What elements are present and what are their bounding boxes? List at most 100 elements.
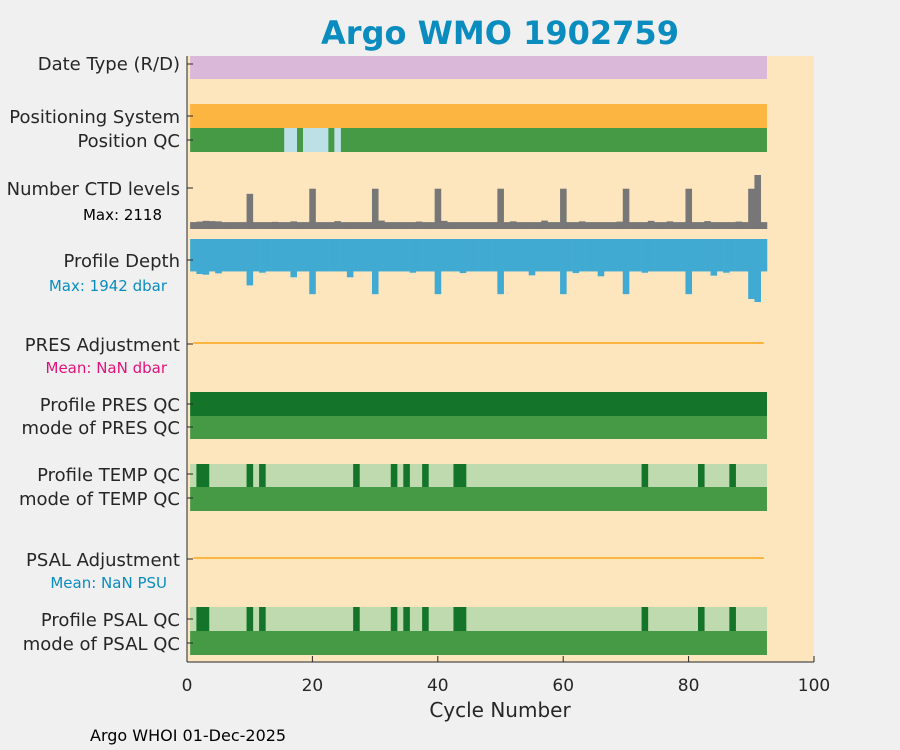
depth-bar-14 bbox=[271, 239, 279, 272]
plot-area bbox=[187, 56, 814, 662]
depth-bar-2 bbox=[196, 239, 203, 275]
x-ticks bbox=[186, 656, 815, 662]
label-psal-mean: Mean: NaN PSU bbox=[50, 574, 167, 592]
ctd-bar-4 bbox=[208, 221, 216, 229]
ctd-bar-60 bbox=[560, 188, 567, 229]
depth-bar-65 bbox=[591, 239, 598, 272]
ctd-bar-52 bbox=[509, 221, 517, 229]
label-profile-temp-qc: Profile TEMP QC bbox=[37, 465, 180, 486]
depth-bar-36 bbox=[409, 239, 417, 273]
depth-bar-28 bbox=[359, 239, 366, 272]
depth-bar-25 bbox=[340, 239, 348, 272]
mode-pres-qc-band bbox=[190, 416, 767, 439]
ctd-bar-28 bbox=[359, 222, 366, 229]
ctd-bar-43 bbox=[453, 222, 461, 229]
depth-bar-75 bbox=[654, 239, 661, 272]
depth-bar-84 bbox=[710, 239, 718, 276]
position-qc-missing-16 bbox=[284, 128, 291, 152]
depth-bar-51 bbox=[503, 239, 511, 272]
label-depth-max: Max: 1942 dbar bbox=[49, 277, 168, 295]
ctd-bar-48 bbox=[484, 222, 492, 229]
depth-bar-83 bbox=[704, 239, 711, 272]
profile-psal-qc-flag-12 bbox=[259, 607, 266, 631]
depth-bar-69 bbox=[616, 239, 624, 272]
x-tick-label-0: 0 bbox=[182, 676, 193, 696]
profile-psal-qc-band bbox=[190, 607, 767, 631]
profile-temp-qc-flag-43 bbox=[453, 464, 461, 487]
depth-bar-72 bbox=[635, 239, 642, 272]
ctd-bar-32 bbox=[384, 222, 392, 229]
ctd-bar-68 bbox=[610, 222, 617, 229]
ctd-bar-37 bbox=[415, 221, 423, 229]
profile-psal-qc-flag-33 bbox=[390, 607, 398, 631]
depth-bar-78 bbox=[672, 239, 680, 272]
ctd-bar-11 bbox=[252, 222, 260, 229]
profile-temp-qc-flag-3 bbox=[202, 464, 210, 487]
profile-temp-qc-flag-44 bbox=[459, 464, 467, 487]
depth-bar-10 bbox=[246, 239, 254, 286]
depth-bar-45 bbox=[466, 239, 473, 272]
depth-bar-32 bbox=[384, 239, 392, 272]
depth-bar-13 bbox=[265, 239, 272, 272]
label-pres-mean: Mean: NaN dbar bbox=[46, 359, 168, 377]
ctd-bar-64 bbox=[585, 222, 592, 229]
ctd-bar-74 bbox=[647, 220, 655, 229]
ctd-bar-88 bbox=[735, 221, 743, 229]
ctd-bar-26 bbox=[346, 222, 354, 229]
depth-bar-35 bbox=[403, 239, 410, 272]
ctd-bar-6 bbox=[221, 222, 229, 229]
depth-bar-19 bbox=[302, 239, 310, 272]
y-ticks bbox=[187, 63, 193, 644]
x-tick-label-100: 100 bbox=[798, 676, 830, 696]
depth-bar-33 bbox=[390, 239, 398, 272]
depth-bar-68 bbox=[610, 239, 617, 272]
ctd-bar-33 bbox=[390, 222, 398, 229]
depth-bar-82 bbox=[698, 239, 705, 272]
depth-bar-42 bbox=[447, 239, 454, 272]
depth-bar-88 bbox=[735, 239, 743, 272]
profile-psal-qc-flag-3 bbox=[202, 607, 210, 631]
depth-bar-34 bbox=[397, 239, 404, 272]
x-axis-label: Cycle Number bbox=[429, 698, 571, 722]
ctd-bar-62 bbox=[572, 222, 580, 229]
depth-bar-8 bbox=[234, 239, 241, 272]
profile-psal-qc-flag-43 bbox=[453, 607, 461, 631]
depth-bar-79 bbox=[679, 239, 686, 272]
depth-bar-21 bbox=[315, 239, 323, 272]
x-tick-label-40: 40 bbox=[427, 676, 449, 696]
label-mode-pres-qc: mode of PRES QC bbox=[22, 418, 180, 439]
ctd-bar-30 bbox=[371, 188, 379, 229]
depth-bar-6 bbox=[221, 239, 229, 272]
ctd-bar-46 bbox=[472, 222, 479, 229]
ctd-bar-82 bbox=[698, 222, 705, 229]
label-profile-psal-qc: Profile PSAL QC bbox=[41, 610, 180, 631]
position-qc-missing-17 bbox=[290, 128, 298, 152]
ctd-bar-59 bbox=[553, 222, 561, 229]
profile-psal-qc-flag-35 bbox=[403, 607, 410, 631]
ctd-bar-91 bbox=[754, 175, 762, 229]
profile-temp-qc-flag-2 bbox=[196, 464, 203, 487]
depth-bar-11 bbox=[252, 239, 260, 272]
profile-temp-qc-flag-73 bbox=[641, 464, 649, 487]
ctd-bar-87 bbox=[729, 222, 736, 229]
x-tick-label-60: 60 bbox=[552, 676, 574, 696]
profile-psal-qc-flag-87 bbox=[729, 607, 736, 631]
position-qc-missing-19 bbox=[302, 128, 310, 152]
ctd-bar-81 bbox=[691, 222, 699, 229]
depth-bar-29 bbox=[365, 239, 373, 272]
depth-bar-58 bbox=[547, 239, 555, 272]
ctd-bar-70 bbox=[622, 188, 630, 229]
profile-temp-qc-band bbox=[190, 464, 767, 487]
ctd-bar-3 bbox=[202, 220, 210, 229]
ctd-bar-16 bbox=[284, 222, 291, 229]
depth-bar-53 bbox=[516, 239, 523, 272]
depth-bar-12 bbox=[259, 239, 266, 273]
depth-bar-54 bbox=[522, 239, 530, 272]
depth-bar-43 bbox=[453, 239, 461, 272]
ctd-bar-56 bbox=[534, 222, 542, 229]
depth-bar-1 bbox=[190, 239, 197, 272]
profile-psal-qc-flag-82 bbox=[698, 607, 705, 631]
depth-bar-73 bbox=[641, 239, 649, 273]
mode-temp-qc-band bbox=[190, 487, 767, 511]
ctd-bar-61 bbox=[566, 222, 573, 229]
